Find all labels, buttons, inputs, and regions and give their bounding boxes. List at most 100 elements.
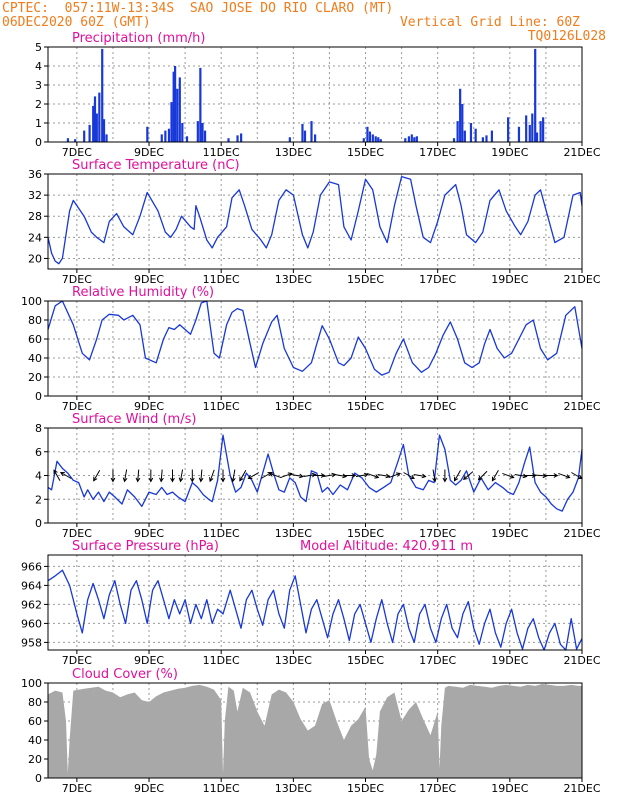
wind-arrow-head [287, 472, 293, 477]
wind-arrow-head [209, 477, 214, 483]
precip-bar [528, 124, 531, 142]
y-tick-label: 3 [35, 79, 42, 92]
precip-bar [176, 88, 179, 142]
y-tick-label: 20 [28, 252, 42, 265]
x-tick-label: 17DEC [419, 654, 456, 667]
precip-bar [201, 123, 204, 142]
wind-arrow-head [577, 474, 583, 480]
wind-arrow-head [170, 477, 175, 483]
y-tick-label: 2 [35, 98, 42, 111]
wind-arrow-head [231, 477, 236, 483]
wind-arrow-head [189, 477, 195, 483]
precip-bar [490, 130, 493, 142]
wind-arrow [248, 472, 260, 479]
x-tick-label: 15DEC [347, 400, 384, 413]
wind-arrow-head [409, 474, 415, 480]
x-tick-label: 19DEC [491, 527, 528, 540]
y-tick-label: 958 [21, 636, 42, 649]
y-tick-label: 20 [28, 753, 42, 766]
precip-bar [164, 130, 167, 142]
precip-bar [310, 121, 313, 142]
precip-bar [539, 121, 542, 142]
precip-bar [185, 136, 189, 142]
precip-bar [474, 128, 477, 142]
y-tick-label: 0 [35, 772, 42, 785]
x-tick-label: 13DEC [275, 273, 312, 286]
y-tick-label: 8 [35, 422, 42, 435]
wind-arrow [334, 473, 347, 478]
wind-arrow [280, 472, 292, 479]
panel-title: Surface Temperature (nC) [72, 158, 240, 173]
x-tick-label: 19DEC [491, 146, 528, 159]
surface-wind-m-s-line [47, 434, 583, 512]
precip-bar [88, 124, 91, 142]
precip-bar [181, 123, 184, 142]
wind-arrow-head [432, 477, 437, 483]
panel-title: Precipitation (mm/h) [72, 31, 205, 46]
precip-bar [92, 105, 95, 142]
wind-arrow [60, 472, 72, 479]
y-tick-label: 966 [21, 560, 42, 573]
wind-arrow-head [93, 476, 98, 482]
precip-bar [481, 137, 484, 142]
panel-frame [47, 427, 583, 524]
x-tick-label: 21DEC [563, 146, 600, 159]
cloud-cover-area [48, 684, 582, 778]
x-tick-label: 21DEC [563, 400, 600, 413]
wind-arrow [137, 469, 140, 482]
precip-bar [404, 138, 407, 142]
wind-arrow [502, 472, 514, 479]
y-tick-label: 40 [28, 352, 42, 365]
wind-arrow-head [53, 469, 58, 475]
precip-bar [146, 126, 149, 142]
panel-frame [47, 173, 583, 270]
wind-arrow-head [178, 477, 184, 483]
precip-bar [534, 48, 537, 142]
wind-arrow [534, 474, 547, 477]
x-tick-label: 21DEC [563, 273, 600, 286]
wind-arrow [239, 470, 247, 481]
precip-bar [368, 131, 372, 142]
wind-arrow [160, 469, 163, 482]
precip-bar [83, 130, 86, 142]
precip-bar [485, 135, 488, 142]
x-tick-label: 7DEC [62, 782, 92, 795]
wind-arrow [269, 472, 282, 479]
x-tick-label: 15DEC [347, 273, 384, 286]
x-tick-label: 13DEC [275, 146, 312, 159]
x-tick-label: 11DEC [203, 273, 240, 286]
precip-bar [93, 96, 97, 142]
x-tick-label: 7DEC [62, 400, 92, 413]
wind-arrow [124, 469, 128, 482]
x-tick-label: 19DEC [491, 400, 528, 413]
wind-arrow [290, 473, 303, 478]
relative-humidity-line [47, 300, 583, 376]
wind-arrow-head [542, 473, 548, 479]
precip-bar [314, 134, 317, 142]
x-tick-label: 13DEC [275, 527, 312, 540]
wind-arrow [303, 473, 316, 478]
wind-arrow-head [442, 477, 448, 483]
x-tick-label: 15DEC [347, 782, 384, 795]
precip-bar [377, 137, 380, 142]
wind-arrow-head [59, 471, 65, 477]
precip-bar [101, 48, 104, 142]
wind-arrow [463, 471, 474, 480]
wind-arrow-head [565, 474, 571, 479]
precip-bar [379, 139, 382, 142]
grid-line-info: Vertical Grid Line: 60Z [399, 15, 580, 30]
y-tick-label: 960 [21, 617, 42, 630]
precip-bar [525, 115, 528, 142]
precip-bar [410, 134, 413, 142]
wind-arrow-head [385, 473, 391, 479]
y-tick-label: 100 [21, 295, 42, 308]
model-code: TQ0126L028 [527, 29, 606, 44]
panel-title: Surface Wind (m/s) [72, 412, 196, 427]
precip-bar [407, 136, 411, 142]
wind-arrow-head [268, 472, 274, 477]
y-tick-label: 6 [35, 446, 42, 459]
precip-bar [227, 138, 230, 142]
precip-bar [461, 104, 464, 142]
precip-bar [288, 137, 291, 142]
